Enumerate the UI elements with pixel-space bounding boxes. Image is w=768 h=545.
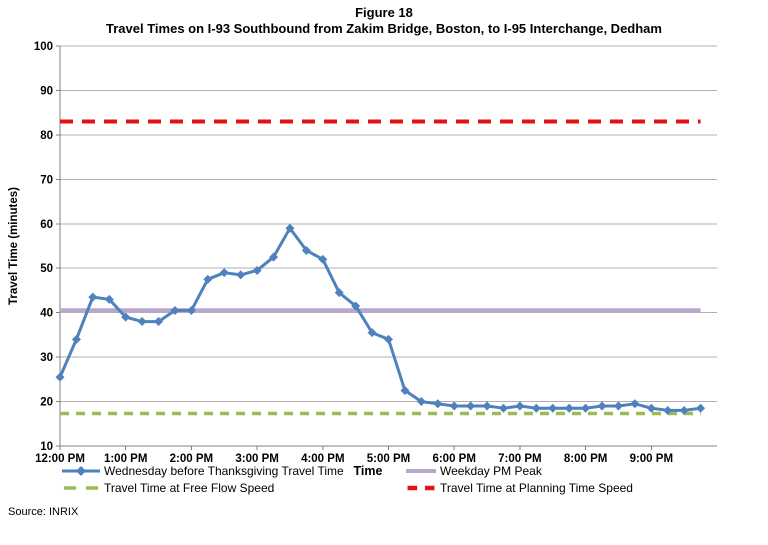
data-point-diamond [581, 403, 591, 413]
data-point-diamond [154, 317, 164, 327]
x-axis-title: Time [353, 464, 383, 478]
legend-item-travel-time-at-planning-time-speed: Travel Time at Planning Time Speed [406, 480, 633, 495]
data-point-diamond [186, 305, 196, 315]
y-tick-label: 30 [40, 352, 53, 364]
y-tick-label: 40 [40, 308, 53, 320]
data-point-diamond [236, 270, 246, 280]
legend-item-weekday-pm-peak: Weekday PM Peak [406, 463, 542, 478]
data-point-diamond [613, 401, 623, 411]
legend-item-wednesday-before-thanksgiving-travel-time: Wednesday before Thanksgiving Travel Tim… [62, 463, 344, 478]
x-tick-label: 5:00 PM [367, 453, 410, 465]
data-point-diamond [334, 288, 344, 298]
data-point-diamond [384, 334, 393, 344]
data-point-diamond [630, 399, 640, 409]
x-tick-label: 3:00 PM [235, 453, 278, 465]
data-point-diamond [285, 223, 295, 233]
travel-time-line-chart: 10 20 30 40 50 60 70 80 90 100 12:00 PM 1:00 PM 2:00… [34, 41, 717, 465]
x-tick-label: 7:00 PM [498, 453, 541, 465]
data-point-diamond [351, 301, 361, 311]
y-tick-label: 90 [40, 85, 53, 97]
data-point-diamond [466, 401, 476, 411]
data-point-diamond [121, 312, 131, 322]
data-point-diamond [301, 245, 311, 255]
y-tick-label: 80 [40, 130, 53, 142]
legend-label: Wednesday before Thanksgiving Travel Tim… [104, 463, 344, 478]
y-tick-label: 10 [40, 441, 53, 453]
data-point-diamond [318, 254, 328, 264]
legend-label: Weekday PM Peak [440, 463, 542, 478]
gridlines [60, 45, 717, 403]
y-tick-labels: 10 20 30 40 50 60 70 80 90 100 [34, 41, 53, 453]
legend-diamond-marker [76, 465, 86, 476]
data-point-diamond [71, 334, 81, 344]
series-wednesday-before-thanksgiving-travel-time [55, 223, 706, 415]
legend-label: Travel Time at Planning Time Speed [440, 480, 633, 495]
data-point-diamond [104, 294, 114, 304]
y-tick-label: 20 [40, 397, 53, 409]
data-point-diamond [597, 401, 607, 411]
y-tick-label: 50 [40, 263, 53, 275]
data-point-diamond [203, 274, 213, 284]
x-tick-label: 9:00 PM [630, 453, 673, 465]
data-point-diamond [548, 403, 558, 413]
data-point-diamond [531, 403, 541, 413]
x-tick-label: 12:00 PM [35, 453, 85, 465]
data-point-diamond [679, 405, 689, 415]
x-tick-label: 2:00 PM [170, 453, 213, 465]
source-note: Source: INRIX [8, 506, 79, 518]
x-tick-label: 1:00 PM [104, 453, 147, 465]
y-tick-label: 70 [40, 174, 53, 186]
y-tick-label: 60 [40, 219, 53, 231]
data-point-diamond [646, 403, 656, 413]
data-point-diamond [482, 401, 492, 411]
figure-title-text: Travel Times on I-93 Southbound from Zak… [106, 21, 662, 36]
legend-swatch-wednesday-before-thanksgiving-travel-time [62, 465, 100, 476]
data-point-diamond [252, 265, 262, 275]
data-point-diamond [400, 385, 410, 395]
data-point-diamond [269, 252, 279, 262]
data-point-diamond [498, 403, 508, 413]
axes [56, 45, 717, 450]
data-point-diamond [515, 401, 525, 411]
legend-swatch-travel-time-at-planning-time-speed [407, 485, 435, 490]
series-markers [55, 223, 706, 415]
data-point-diamond [219, 268, 229, 278]
legend-swatch-weekday-pm-peak [406, 468, 436, 473]
x-tick-label: 6:00 PM [432, 453, 475, 465]
figure-number: Figure 18 [355, 5, 413, 20]
data-point-diamond [137, 317, 147, 327]
data-point-diamond [88, 292, 98, 302]
legend-swatch-travel-time-at-free-flow-speed [63, 485, 99, 490]
legend-item-travel-time-at-free-flow-speed: Travel Time at Free Flow Speed [62, 480, 274, 495]
data-point-diamond [449, 401, 459, 411]
data-point-diamond [433, 399, 443, 409]
x-tick-label: 4:00 PM [301, 453, 344, 465]
data-point-diamond [416, 397, 426, 407]
data-point-diamond [367, 328, 377, 338]
y-axis-title: Travel Time (minutes) [8, 186, 20, 306]
data-point-diamond [55, 372, 65, 382]
data-point-diamond [170, 305, 180, 315]
data-point-diamond [564, 403, 574, 413]
y-tick-label: 100 [34, 41, 53, 53]
x-tick-label: 8:00 PM [564, 453, 607, 465]
data-point-diamond [663, 405, 673, 415]
data-point-diamond [696, 403, 706, 413]
legend-label: Travel Time at Free Flow Speed [104, 480, 275, 495]
x-tick-labels: 12:00 PM 1:00 PM 2:00 PM 3:00 PM 4:00 PM 5:00… [35, 453, 673, 465]
